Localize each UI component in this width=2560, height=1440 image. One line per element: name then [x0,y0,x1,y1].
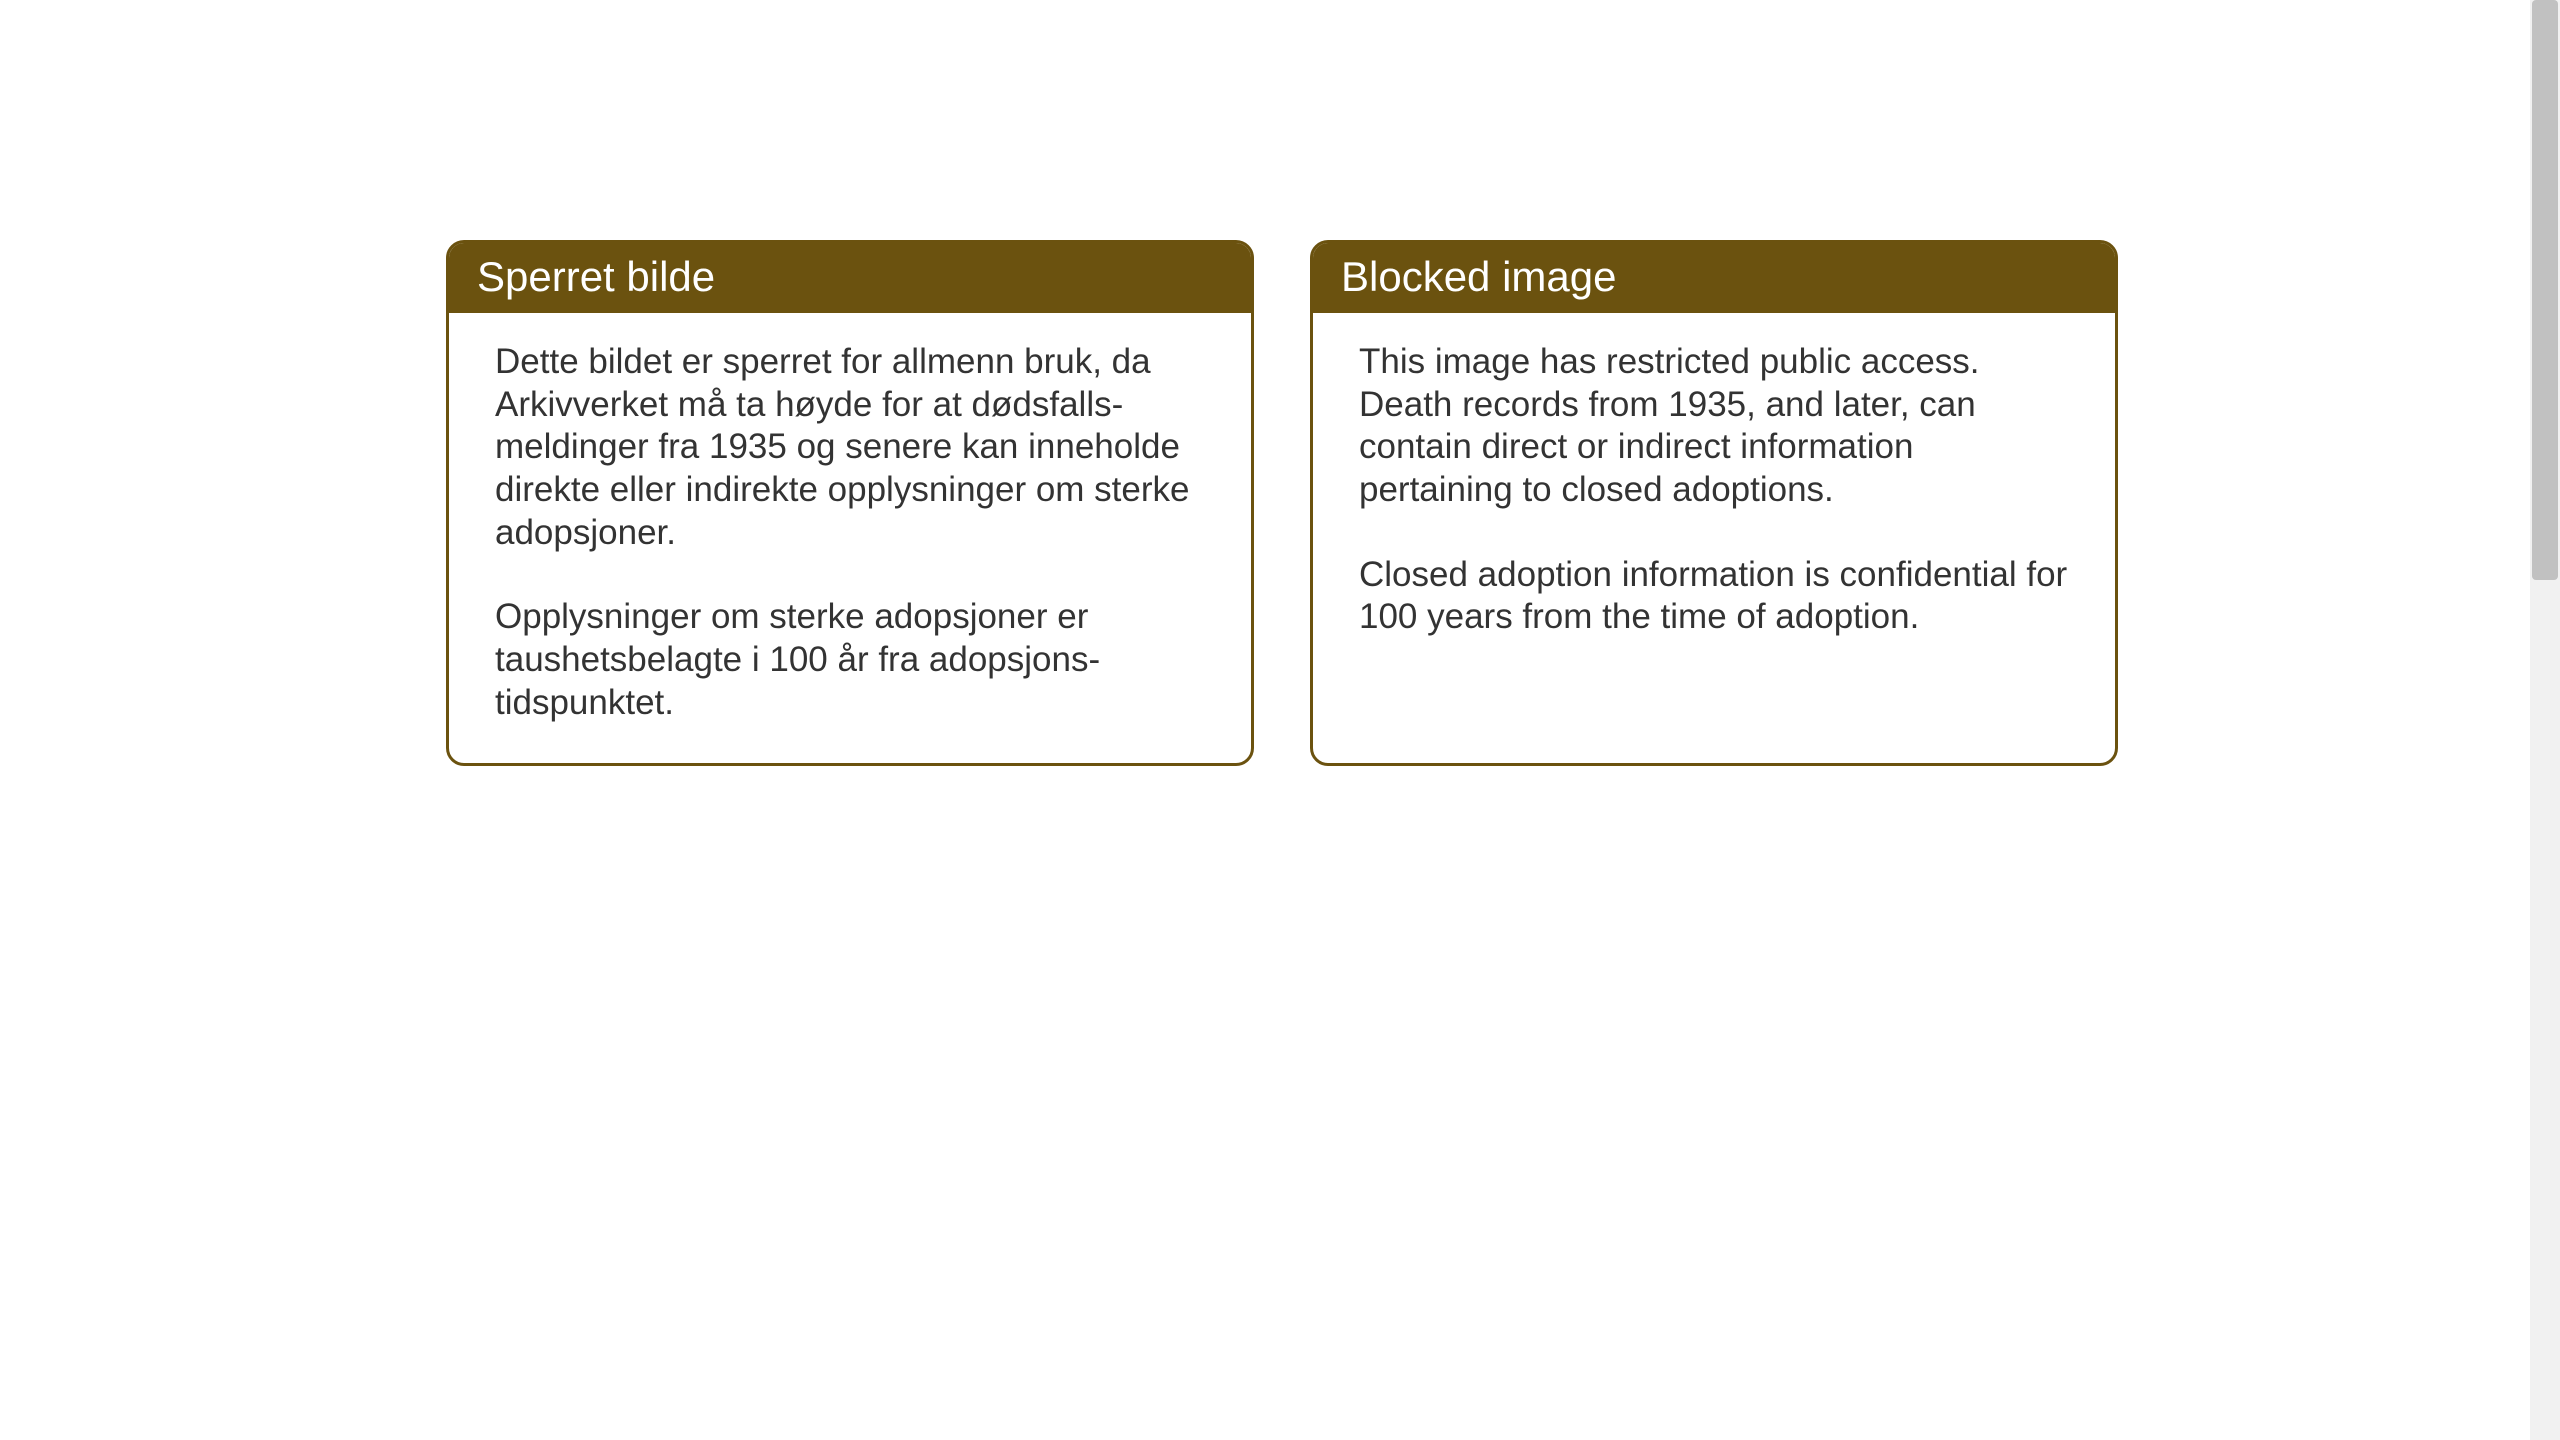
norwegian-card-title: Sperret bilde [477,253,715,300]
english-paragraph-1: This image has restricted public access.… [1359,341,2069,512]
english-card: Blocked image This image has restricted … [1310,240,2118,766]
english-card-body: This image has restricted public access.… [1313,313,2115,677]
norwegian-card-header: Sperret bilde [449,243,1251,313]
norwegian-paragraph-1: Dette bildet er sperret for allmenn bruk… [495,341,1205,554]
cards-container: Sperret bilde Dette bildet er sperret fo… [446,240,2118,766]
english-card-title: Blocked image [1341,253,1616,300]
norwegian-paragraph-2: Opplysninger om sterke adopsjoner er tau… [495,596,1205,724]
norwegian-card-body: Dette bildet er sperret for allmenn bruk… [449,313,1251,763]
norwegian-card: Sperret bilde Dette bildet er sperret fo… [446,240,1254,766]
english-paragraph-2: Closed adoption information is confident… [1359,554,2069,639]
scrollbar-track[interactable] [2530,0,2560,1440]
english-card-header: Blocked image [1313,243,2115,313]
scrollbar-thumb[interactable] [2532,0,2558,580]
